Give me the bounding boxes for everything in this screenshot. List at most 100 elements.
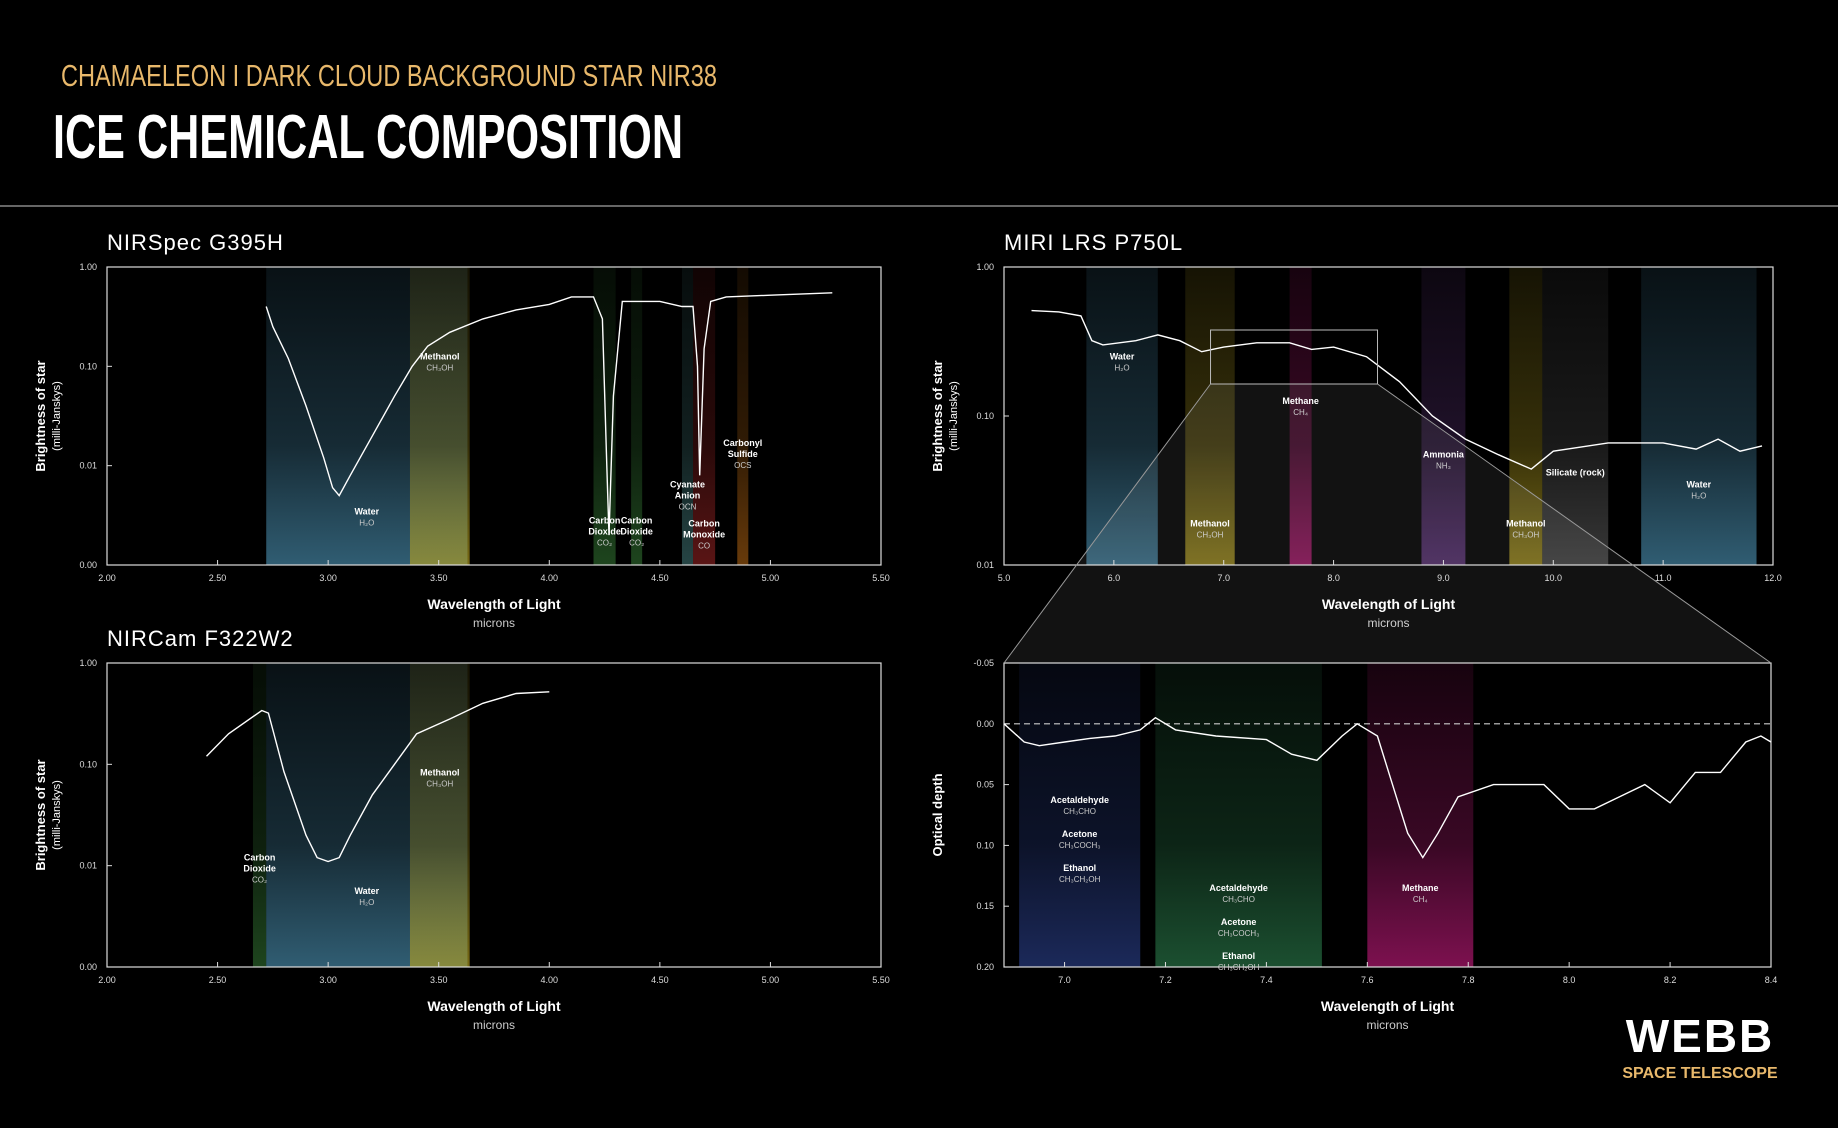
band-formula: CO₂	[597, 538, 612, 547]
x-axis-label: Wavelength of Light	[1321, 998, 1455, 1014]
x-tick-label: 9.0	[1437, 573, 1450, 583]
x-tick-label: 7.6	[1361, 975, 1374, 985]
x-tick-label: 7.0	[1217, 573, 1230, 583]
y-axis-label: Brightness of star	[33, 360, 48, 471]
y-axis-label: Optical depth	[930, 773, 945, 856]
x-tick-label: 8.4	[1765, 975, 1778, 985]
title: ICE CHEMICAL COMPOSITION	[53, 103, 683, 172]
band-formula: H₂O	[1115, 363, 1130, 372]
band-formula: CH₃CH₂OH	[1059, 875, 1101, 884]
band-formula: CH₄	[1293, 408, 1308, 417]
band-label: Acetaldehyde	[1050, 795, 1109, 805]
x-tick-label: 11.0	[1655, 573, 1672, 583]
band-formula: CH₃COCH₃	[1059, 841, 1101, 850]
band	[1086, 267, 1158, 565]
band-label: Carbonyl	[723, 438, 762, 448]
band-label: Ethanol	[1063, 863, 1096, 873]
y-tick-label: 0.10	[79, 759, 97, 769]
chart-title: NIRCam F322W2	[107, 626, 294, 651]
y-tick-label: 0.00	[976, 719, 994, 729]
chart-title: MIRI LRS P750L	[1004, 230, 1183, 255]
band	[1421, 267, 1466, 565]
band	[409, 267, 470, 565]
y-tick-label: 1.00	[79, 262, 97, 272]
band-label: Methane	[1402, 883, 1439, 893]
band	[1019, 663, 1141, 967]
band-formula: H₂O	[1691, 492, 1706, 501]
band-label: Dioxide	[588, 526, 621, 536]
x-tick-label: 12.0	[1764, 573, 1782, 583]
band-label: Water	[355, 506, 380, 516]
x-tick-label: 8.2	[1664, 975, 1677, 985]
x-tick-label: 10.0	[1545, 573, 1563, 583]
zoom-connector	[1377, 383, 1772, 664]
y-axis-label: Brightness of star	[33, 759, 48, 870]
y-tick-label: 0.10	[976, 840, 994, 850]
band-label: Silicate (rock)	[1546, 468, 1605, 478]
x-axis-unit: microns	[473, 616, 515, 630]
band-formula: CH₃COCH₃	[1218, 929, 1260, 938]
data-line	[1031, 309, 1763, 470]
y-tick-label: -0.05	[973, 658, 994, 668]
y-tick-label: 0.20	[976, 962, 994, 972]
band-label: Methanol	[420, 351, 460, 361]
y-tick-label: 0.00	[79, 962, 97, 972]
charts: WaterH₂OMethanolCH₃OHCarbonDioxideCO₂Car…	[33, 230, 1782, 1032]
x-tick-label: 3.00	[319, 573, 337, 583]
y-axis-unit: (milli-Janskys)	[51, 381, 63, 451]
x-tick-label: 4.50	[651, 975, 669, 985]
x-tick-label: 7.2	[1159, 975, 1172, 985]
band-label: Water	[1110, 351, 1135, 361]
band-formula: CH₃CH₂OH	[1218, 963, 1260, 972]
band	[1185, 267, 1235, 565]
band-label: Ethanol	[1222, 951, 1255, 961]
y-tick-label: 0.01	[976, 560, 994, 570]
band-formula: CH₃CHO	[1063, 807, 1096, 816]
x-tick-label: 3.50	[430, 573, 448, 583]
y-tick-label: 0.00	[79, 560, 97, 570]
plot-frame	[106, 266, 882, 566]
x-tick-label: 7.4	[1260, 975, 1273, 985]
band-label: Carbon	[621, 515, 653, 525]
band-formula: H₂O	[359, 898, 374, 907]
band-label: Methanol	[1506, 518, 1546, 528]
plot-frame	[106, 662, 882, 968]
chart-title: NIRSpec G395H	[107, 230, 284, 255]
x-tick-label: 7.8	[1462, 975, 1475, 985]
band-label: Acetaldehyde	[1209, 883, 1268, 893]
y-tick-label: 0.15	[976, 901, 994, 911]
band	[1289, 267, 1312, 565]
band-label: Dioxide	[243, 864, 276, 874]
band-formula: CH₃OH	[1197, 530, 1224, 539]
zoom-connector	[1003, 383, 1211, 664]
band	[693, 267, 716, 565]
logo-tagline: SPACE TELESCOPE	[1622, 1065, 1778, 1082]
band-label: Acetone	[1221, 917, 1257, 927]
band	[1641, 267, 1757, 565]
band-label: Methanol	[420, 767, 460, 777]
data-line	[1003, 716, 1772, 859]
band-label: Water	[1687, 480, 1712, 490]
band-formula: CH₃OH	[1512, 530, 1539, 539]
band-label: Dioxide	[620, 526, 653, 536]
x-tick-label: 4.00	[541, 975, 559, 985]
x-axis-unit: microns	[1366, 1018, 1408, 1032]
x-tick-label: 8.0	[1327, 573, 1340, 583]
x-tick-label: 2.00	[98, 975, 116, 985]
band-formula: H₂O	[359, 518, 374, 527]
band-formula: CH₄	[1413, 895, 1428, 904]
band	[252, 663, 267, 967]
y-axis-label: Brightness of star	[930, 360, 945, 471]
band-label: Methanol	[1190, 518, 1230, 528]
x-tick-label: 3.50	[430, 975, 448, 985]
x-axis-label: Wavelength of Light	[427, 596, 561, 612]
y-tick-label: 1.00	[79, 658, 97, 668]
logo-name: WEBB	[1626, 1010, 1775, 1062]
band-label: Carbon	[688, 518, 720, 528]
x-axis-unit: microns	[473, 1018, 515, 1032]
x-tick-label: 5.50	[872, 573, 890, 583]
y-tick-label: 0.01	[79, 461, 97, 471]
zoom-box	[1210, 329, 1379, 385]
band-label: Anion	[675, 491, 701, 501]
band-formula: CH₃OH	[426, 779, 453, 788]
